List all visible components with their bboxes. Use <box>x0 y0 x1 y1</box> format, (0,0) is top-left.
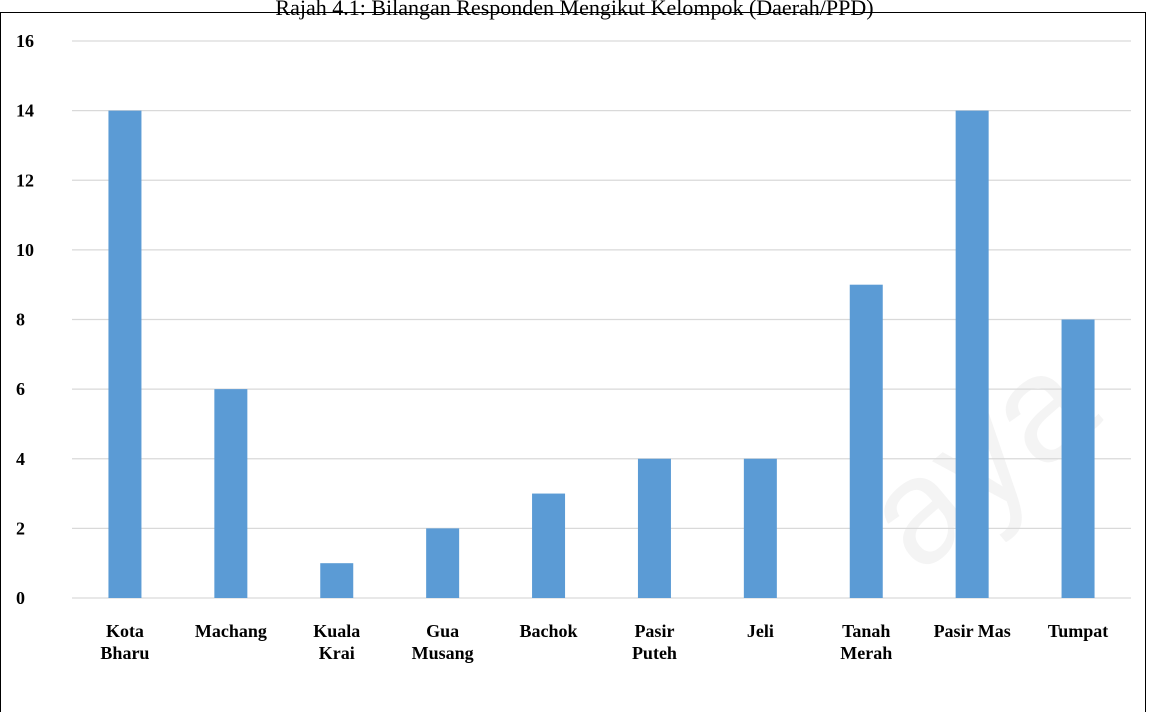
bar-machang <box>214 389 248 598</box>
bar-jeli <box>743 458 777 598</box>
y-tick-label: 6 <box>16 379 25 399</box>
bar-tanah-merah <box>849 284 883 598</box>
bar-kota-bharu <box>108 110 142 598</box>
chart-caption: Rajah 4.1: Bilangan Responden Mengikut K… <box>275 0 874 20</box>
x-tick-label: Merah <box>840 643 892 663</box>
x-tick-label: Tanah <box>842 621 890 641</box>
y-tick-label: 12 <box>16 170 34 190</box>
y-tick-label: 14 <box>16 101 34 121</box>
x-tick-label: Bharu <box>100 643 149 663</box>
x-tick-label: Kuala <box>313 621 360 641</box>
y-tick-label: 16 <box>16 31 34 51</box>
y-tick-label: 2 <box>16 518 25 538</box>
x-tick-label: Pasir Mas <box>934 621 1011 641</box>
x-tick-label: Puteh <box>632 643 677 663</box>
figure-frame <box>0 12 1146 712</box>
x-tick-label: Musang <box>412 643 474 663</box>
bar-gua-musang <box>426 528 460 598</box>
bar-bachok <box>532 493 566 598</box>
x-tick-label: Pasir <box>634 621 674 641</box>
x-tick-label: Gua <box>426 621 459 641</box>
y-tick-label: 10 <box>16 240 34 260</box>
x-tick-label: Bachok <box>520 621 578 641</box>
bar-tumpat <box>1061 319 1095 598</box>
bar-pasir-mas <box>955 110 989 598</box>
bar-pasir-puteh <box>637 458 671 598</box>
y-tick-label: 4 <box>16 449 25 469</box>
x-tick-label: Kota <box>106 621 144 641</box>
x-tick-label: Jeli <box>747 621 774 641</box>
y-tick-label: 8 <box>16 310 25 330</box>
x-tick-label: Tumpat <box>1048 621 1108 641</box>
bar-kuala-krai <box>320 563 354 598</box>
x-tick-label: Machang <box>195 621 267 641</box>
x-tick-label: Krai <box>319 643 355 663</box>
y-tick-label: 0 <box>16 588 25 608</box>
